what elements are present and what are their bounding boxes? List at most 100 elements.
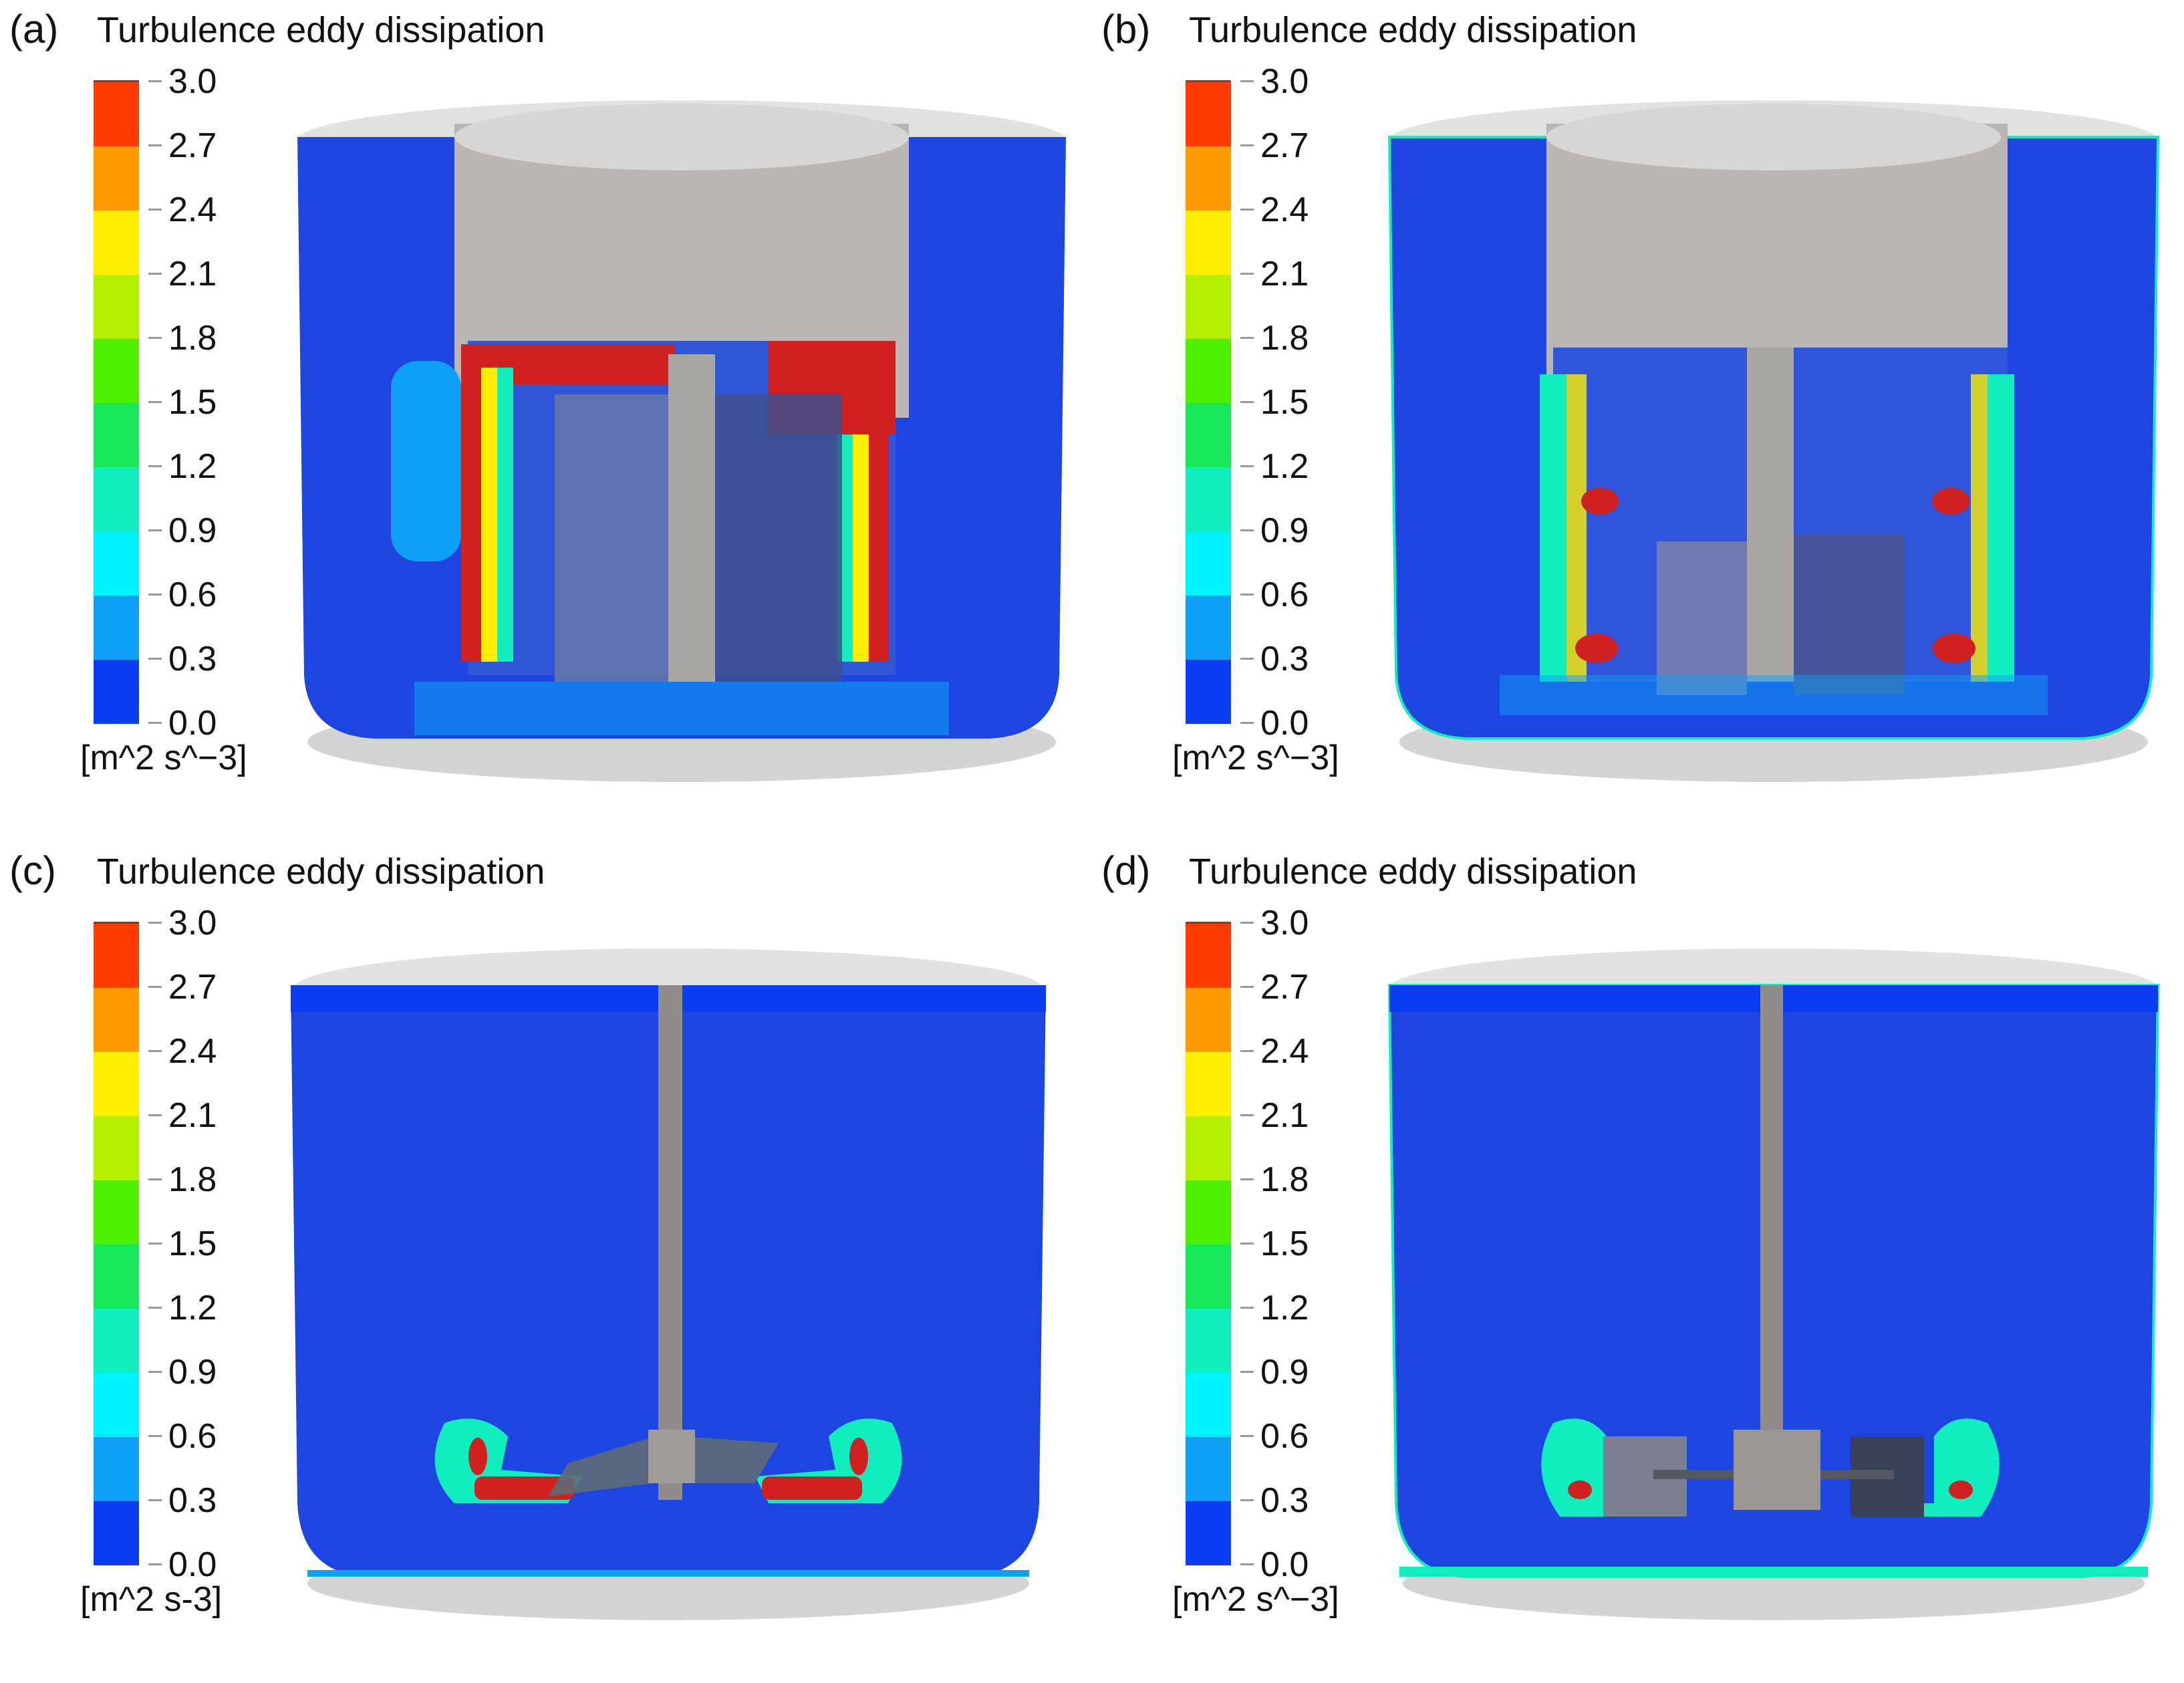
colorbar-segment [1186, 1116, 1231, 1180]
tick-mark [148, 1178, 162, 1180]
colorbar-segment [94, 1245, 139, 1309]
tick-label: 1.8 [168, 1160, 217, 1199]
tick-label: 0.9 [1260, 1353, 1309, 1392]
colorbar-segment [94, 1116, 139, 1180]
tick-label: 0.3 [1260, 1481, 1309, 1520]
tick-label: 3.0 [168, 904, 217, 942]
colorbar-segment [1186, 531, 1231, 596]
tick-label: 3.0 [1260, 62, 1309, 101]
panel-label: (a) [9, 7, 59, 51]
tick-mark [1240, 1050, 1254, 1052]
tick-label: 1.8 [168, 319, 217, 358]
colorbar-unit: [m^2 s-3] [80, 1580, 223, 1619]
tick-mark [148, 209, 162, 211]
colorbar-segment [94, 1180, 139, 1245]
tick-mark [1240, 658, 1254, 660]
colorbar-segment [1186, 1373, 1231, 1437]
tick-mark [1240, 337, 1254, 339]
contour-plot-b [1373, 74, 2175, 829]
tick-mark [148, 401, 162, 403]
tick-mark [148, 1371, 162, 1373]
colorbar-segment [1186, 1180, 1231, 1245]
tick-label: 1.2 [168, 1289, 217, 1327]
contour-plot-c [281, 915, 1083, 1670]
legend-title: Turbulence eddy dissipation [97, 852, 545, 892]
tick-label: 1.8 [1260, 319, 1309, 358]
tick-label: 0.0 [168, 1545, 217, 1584]
tick-label: 2.7 [168, 968, 217, 1007]
tick-label: 0.9 [168, 511, 217, 550]
tick-mark [1240, 401, 1254, 403]
colorbar-segment [1186, 211, 1231, 275]
tick-label: 0.0 [1260, 1545, 1309, 1584]
tick-label: 2.4 [1260, 1032, 1309, 1071]
colorbar-segment [94, 531, 139, 596]
tick-mark [1240, 722, 1254, 724]
colorbar-segment [1186, 82, 1231, 146]
colorbar-segment [1186, 275, 1231, 339]
colorbar-ticks: 3.0 2.7 2.4 2.1 1.8 1.5 1.2 0.9 0.6 0.3 0.0 [1240, 906, 1341, 1584]
tick-label: 0.9 [1260, 511, 1309, 550]
tick-mark [1240, 1307, 1254, 1309]
colorbar-segment [94, 924, 139, 988]
panel-b: (b) Turbulence eddy dissipation 3.0 2.7 2.… [1092, 0, 2184, 841]
tick-mark [1240, 1243, 1254, 1245]
colorbar-segment [1186, 339, 1231, 403]
tick-label: 1.8 [1260, 1160, 1309, 1199]
tick-mark [1240, 144, 1254, 146]
colorbar [94, 922, 139, 1565]
colorbar-segment [1186, 1309, 1231, 1373]
tick-label: 0.3 [168, 1481, 217, 1520]
colorbar-segment [1186, 988, 1231, 1052]
colorbar-segment [94, 403, 139, 467]
colorbar-segment [1186, 1245, 1231, 1309]
colorbar-segment [1186, 660, 1231, 724]
tick-label: 2.7 [168, 126, 217, 165]
tick-mark [148, 722, 162, 724]
colorbar-ticks: 3.0 2.7 2.4 2.1 1.8 1.5 1.2 0.9 0.6 0.3 0.0 [148, 904, 249, 1584]
colorbar-segment [1186, 596, 1231, 660]
panel-c: (c) Turbulence eddy dissipation 3.0 2.7 2.… [0, 841, 1092, 1683]
legend-title: Turbulence eddy dissipation [1189, 852, 1637, 892]
legend-title: Turbulence eddy dissipation [1189, 10, 1637, 50]
tick-mark [1240, 1114, 1254, 1116]
colorbar-segment [94, 1309, 139, 1373]
colorbar-segment [94, 660, 139, 724]
tick-mark [148, 658, 162, 660]
colorbar-segment [94, 988, 139, 1052]
tick-label: 2.1 [168, 255, 217, 293]
tick-label: 1.5 [168, 383, 217, 422]
tick-mark [1240, 273, 1254, 275]
legend-title: Turbulence eddy dissipation [97, 10, 545, 50]
tick-label: 0.9 [168, 1353, 217, 1392]
tick-mark [148, 144, 162, 146]
tick-mark [1240, 1499, 1254, 1501]
tick-mark [148, 465, 162, 467]
colorbar-segment [94, 596, 139, 660]
tick-label: 0.6 [168, 575, 217, 614]
colorbar-unit: [m^2 s^−3] [1172, 1580, 1339, 1619]
contour-plot-a [281, 74, 1083, 829]
tick-label: 0.6 [1260, 575, 1309, 614]
colorbar [94, 80, 139, 724]
colorbar-ticks: 3.0 2.7 2.4 2.1 1.8 1.5 1.2 0.9 0.6 0.3 0.0 [148, 64, 249, 741]
colorbar-segment [94, 82, 139, 146]
tick-mark [148, 1050, 162, 1052]
tick-mark [1240, 209, 1254, 211]
panel-d: (d) Turbulence eddy dissipation 3.0 2.7 2.… [1092, 841, 2184, 1683]
colorbar-segment [94, 1437, 139, 1501]
colorbar-segment [1186, 1052, 1231, 1116]
tick-label: 2.1 [168, 1096, 217, 1135]
tick-label: 2.4 [1260, 190, 1309, 229]
colorbar-segment [1186, 403, 1231, 467]
tick-mark [148, 1435, 162, 1437]
tick-mark [148, 1307, 162, 1309]
contour-plot-d [1373, 915, 2175, 1670]
tick-label: 1.5 [1260, 383, 1309, 422]
colorbar-segment [94, 339, 139, 403]
tick-mark [148, 273, 162, 275]
tick-mark [1240, 80, 1254, 82]
panel-label: (d) [1101, 848, 1151, 893]
tick-mark [1240, 1178, 1254, 1180]
tick-mark [148, 1563, 162, 1565]
